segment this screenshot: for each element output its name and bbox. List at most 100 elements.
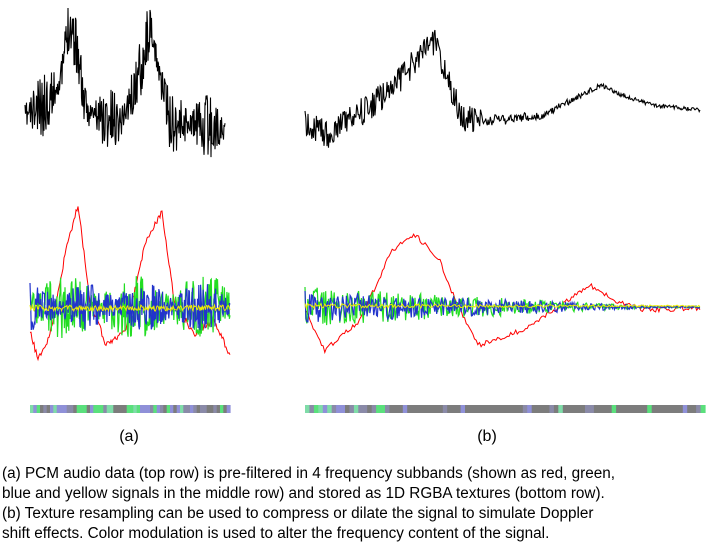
texture-texel <box>371 405 377 413</box>
texture-texel <box>176 405 181 413</box>
texture-texel <box>669 405 675 413</box>
texture-texel <box>385 405 390 413</box>
texture-texel <box>210 405 214 413</box>
texture-texel <box>687 405 693 413</box>
texture-texel <box>678 405 684 413</box>
texture-texel <box>96 405 101 413</box>
texture-texel <box>345 405 350 413</box>
texture-texel <box>160 405 164 413</box>
texture-texel <box>509 405 515 413</box>
texture-texel <box>602 405 608 413</box>
texture-texel <box>331 405 337 413</box>
texture-texel <box>545 405 550 413</box>
texture-texel <box>425 405 430 413</box>
texture-texel <box>126 405 131 413</box>
texture-texel <box>469 405 475 413</box>
texture-texel <box>500 405 506 413</box>
texture-texel <box>180 405 184 413</box>
texture-texel <box>562 405 568 413</box>
texture-texel <box>398 405 404 413</box>
texture-texel <box>571 405 577 413</box>
texture-texel <box>456 405 462 413</box>
caption-line-1: (a) PCM audio data (top row) is pre-filt… <box>2 465 616 482</box>
texture-texel <box>156 405 161 413</box>
texture-texel <box>53 405 58 413</box>
texture-texel <box>36 405 41 413</box>
texture-texel <box>576 405 582 413</box>
texture-texel <box>30 405 34 413</box>
texture-texel <box>473 405 479 413</box>
texture-texel <box>349 405 355 413</box>
texture-texel <box>536 405 542 413</box>
texture-texel <box>362 405 368 413</box>
texture-texel <box>651 405 657 413</box>
texture-texel <box>442 405 448 413</box>
texture-texel <box>553 405 559 413</box>
texture-texel <box>642 405 648 413</box>
texture-texel <box>33 405 38 413</box>
texture-texel <box>73 405 78 413</box>
texture-texel <box>549 405 555 413</box>
texture-texel <box>607 405 613 413</box>
texture-texel <box>478 405 484 413</box>
texture-texel <box>393 405 399 413</box>
texture-texel <box>367 405 373 413</box>
texture-texel <box>465 405 470 413</box>
texture-texel <box>336 405 342 413</box>
texture-texel <box>380 405 386 413</box>
texture-texel <box>656 405 662 413</box>
texture-texel <box>56 405 61 413</box>
texture-texel <box>153 405 158 413</box>
panel-a <box>24 7 231 413</box>
texture-texel <box>183 405 188 413</box>
texture-texel <box>223 405 228 413</box>
texture-texel <box>166 405 171 413</box>
subband-signals-b <box>304 233 701 355</box>
rgba-texture-b <box>305 405 706 413</box>
texture-texel <box>451 405 457 413</box>
texture-texel <box>200 405 204 413</box>
texture-texel <box>580 405 586 413</box>
texture-texel <box>220 405 224 413</box>
texture-texel <box>40 405 44 413</box>
texture-texel <box>113 405 118 413</box>
subband-signals-a <box>29 206 231 362</box>
texture-texel <box>433 405 439 413</box>
texture-texel <box>163 405 168 413</box>
texture-texel <box>611 405 617 413</box>
texture-texel <box>696 405 702 413</box>
texture-texel <box>429 405 435 413</box>
texture-texel <box>620 405 626 413</box>
figure-canvas <box>24 7 706 413</box>
texture-texel <box>116 405 121 413</box>
texture-texel <box>625 405 630 413</box>
pcm-waveform-b <box>304 29 701 148</box>
texture-texel <box>411 405 417 413</box>
texture-texel <box>86 405 91 413</box>
texture-texel <box>389 405 395 413</box>
texture-texel <box>691 405 697 413</box>
texture-texel <box>203 405 208 413</box>
texture-texel <box>146 405 151 413</box>
texture-texel <box>531 405 537 413</box>
texture-texel <box>70 405 74 413</box>
texture-texel <box>140 405 144 413</box>
texture-texel <box>136 405 141 413</box>
texture-texel <box>130 405 134 413</box>
texture-texel <box>598 405 604 413</box>
texture-texel <box>616 405 622 413</box>
texture-texel <box>402 405 408 413</box>
texture-texel <box>487 405 493 413</box>
texture-texel <box>682 405 688 413</box>
texture-texel <box>93 405 98 413</box>
texture-texel <box>190 405 194 413</box>
texture-texel <box>700 405 706 413</box>
texture-texel <box>438 405 444 413</box>
texture-texel <box>226 405 231 413</box>
texture-texel <box>103 405 108 413</box>
texture-texel <box>460 405 466 413</box>
texture-texel <box>340 405 346 413</box>
texture-texel <box>170 405 174 413</box>
texture-texel <box>482 405 488 413</box>
texture-texel <box>313 405 319 413</box>
